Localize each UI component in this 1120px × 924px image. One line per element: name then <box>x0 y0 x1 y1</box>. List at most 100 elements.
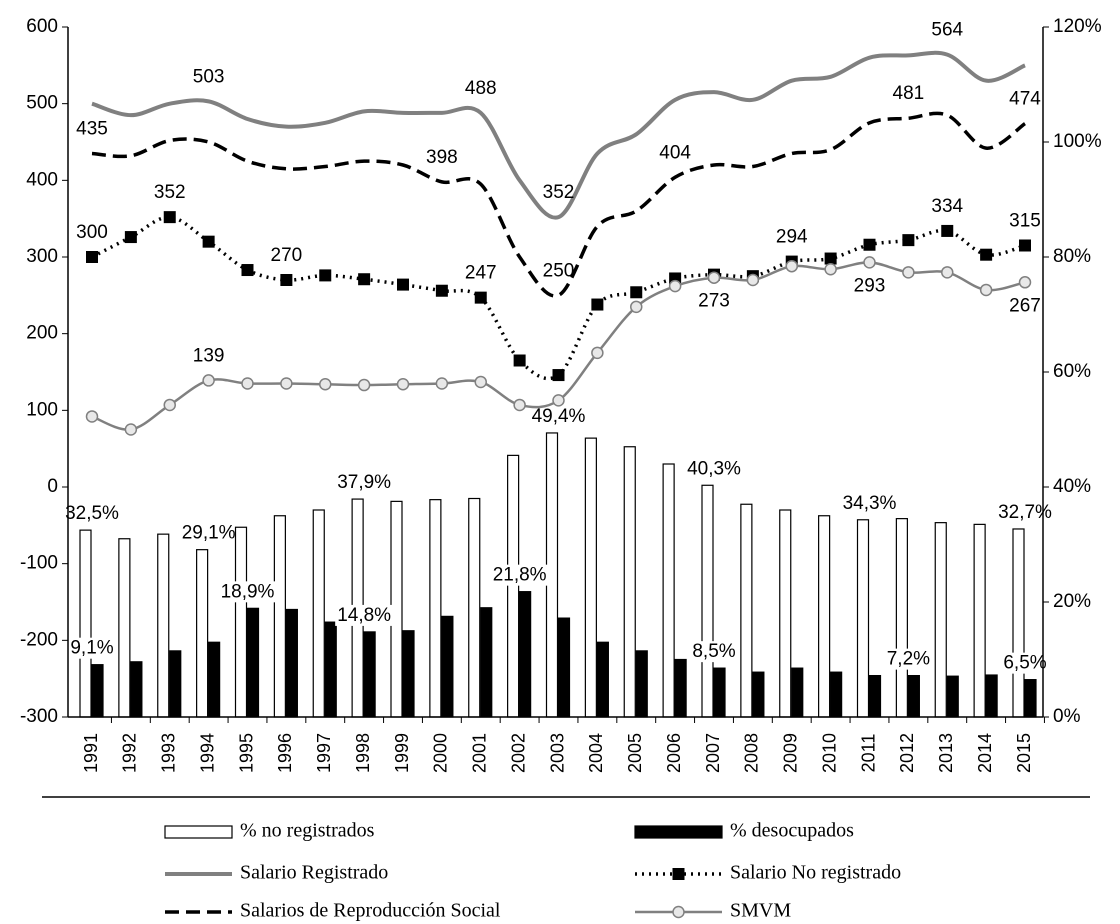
bar <box>623 446 636 718</box>
data-label: 14,8% <box>337 605 391 626</box>
bar <box>713 667 726 718</box>
label-background <box>335 604 394 626</box>
marker <box>280 377 293 390</box>
bar <box>91 664 104 718</box>
marker <box>435 284 448 297</box>
marker <box>746 273 760 287</box>
label-background <box>490 564 549 586</box>
data-label: 8,5% <box>692 641 735 662</box>
legend-label: Salario No registrado <box>730 862 901 884</box>
bar <box>468 497 481 718</box>
bar <box>791 667 804 718</box>
legend-marker <box>672 868 685 880</box>
y2-tick-label: 120% <box>1053 16 1102 37</box>
marker <box>397 278 409 291</box>
y2-tick-label: 40% <box>1053 476 1091 497</box>
bar <box>324 621 337 718</box>
bar <box>312 509 325 718</box>
marker <box>552 394 565 407</box>
x-tick-label: 1995 <box>236 733 256 773</box>
bar <box>246 607 260 718</box>
y-tick-label: 100 <box>26 399 58 420</box>
marker <box>785 259 798 273</box>
marker <box>591 298 604 311</box>
x-tick-label: 2009 <box>781 733 801 773</box>
data-label: 247 <box>465 263 497 284</box>
data-label: 267 <box>1009 295 1041 316</box>
bar <box>507 454 520 718</box>
bar <box>285 608 298 718</box>
data-label: 352 <box>154 182 186 203</box>
x-tick-label: 2012 <box>897 733 917 773</box>
data-label: 564 <box>931 20 963 41</box>
y2-tick-label: 100% <box>1053 131 1102 152</box>
marker <box>630 300 643 314</box>
marker <box>552 369 565 382</box>
label-background <box>884 648 933 670</box>
data-label: 293 <box>854 275 886 296</box>
x-tick-label: 2002 <box>508 733 528 773</box>
y-tick-label: 0 <box>47 476 58 497</box>
x-tick-label: 2010 <box>819 733 839 773</box>
data-label: 488 <box>465 78 497 99</box>
marker <box>863 256 876 269</box>
data-label: 6,5% <box>1003 653 1046 674</box>
x-tick-label: 1993 <box>159 733 179 773</box>
bar <box>1024 679 1037 718</box>
data-label: 32,5% <box>65 503 119 524</box>
bar <box>169 650 182 718</box>
data-label: 21,8% <box>493 565 547 586</box>
data-label: 139 <box>193 345 225 366</box>
bar <box>480 607 493 718</box>
y-tick-label: 500 <box>26 93 58 114</box>
x-tick-label: 2015 <box>1014 733 1034 773</box>
bar <box>752 671 765 718</box>
data-label: 49,4% <box>532 406 586 427</box>
legend-label: SMVM <box>730 900 791 922</box>
x-tick-label: 1999 <box>392 733 412 773</box>
bar <box>856 519 870 718</box>
bar <box>895 518 908 718</box>
label-background <box>1001 652 1049 674</box>
bar <box>79 529 92 718</box>
marker <box>1019 239 1031 252</box>
marker <box>824 252 837 265</box>
marker <box>202 235 215 248</box>
x-tick-label: 2006 <box>664 733 684 773</box>
line <box>91 111 1027 298</box>
bar <box>830 671 843 718</box>
x-tick-label: 2013 <box>936 733 956 773</box>
x-tick-label: 2001 <box>470 733 490 773</box>
y-tick-label: -300 <box>20 706 58 727</box>
bar <box>402 630 415 718</box>
bar <box>234 526 248 718</box>
x-tick-label: 2014 <box>975 733 995 773</box>
marker <box>902 234 915 247</box>
data-label: 9,1% <box>70 638 113 659</box>
legend: % no registrados % desocupados Salario Reg… <box>42 796 1090 922</box>
data-label: 474 <box>1009 89 1041 110</box>
bar <box>196 549 209 718</box>
x-tick-label: 1994 <box>197 733 217 773</box>
y-tick-label: 400 <box>26 169 58 190</box>
y-tick-label: 600 <box>26 16 58 37</box>
data-label: 481 <box>893 83 925 104</box>
bar <box>519 591 532 718</box>
data-label: 404 <box>659 142 691 163</box>
legend-swatch <box>634 825 723 839</box>
y-tick-label: 300 <box>26 246 58 267</box>
marker <box>591 346 604 360</box>
y-tick-label: -100 <box>20 553 58 574</box>
x-tick-label: 1998 <box>353 733 373 773</box>
marker <box>668 279 682 293</box>
marker <box>319 269 332 282</box>
data-label: 334 <box>931 196 963 217</box>
bar <box>868 674 882 718</box>
data-label: 300 <box>76 222 108 243</box>
bar <box>130 661 143 718</box>
marker <box>513 398 526 412</box>
data-label: 7,2% <box>887 649 930 670</box>
legend-label: % desocupados <box>730 820 854 842</box>
label-background <box>690 641 738 663</box>
bar <box>584 437 597 718</box>
